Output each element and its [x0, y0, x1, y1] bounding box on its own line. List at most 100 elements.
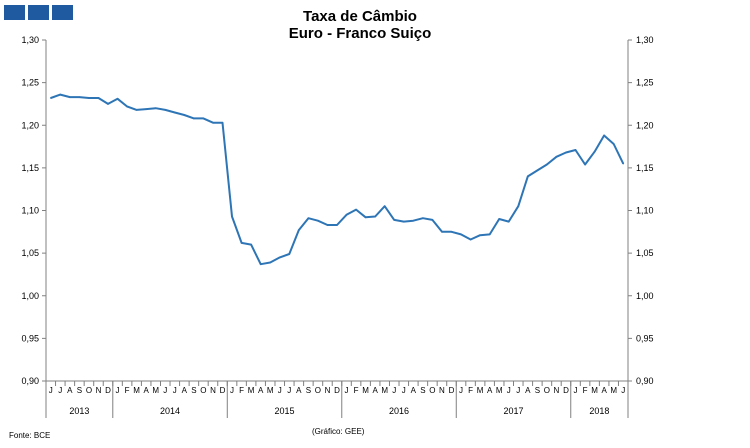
x-month-label: S: [535, 386, 540, 395]
x-month-label: O: [200, 386, 206, 395]
x-month-label: M: [267, 386, 274, 395]
data-point: [450, 231, 453, 233]
data-point: [298, 229, 300, 231]
data-point: [126, 105, 128, 108]
x-month-label: O: [86, 386, 92, 395]
x-year-label: 2016: [389, 406, 409, 416]
x-month-label: O: [315, 386, 321, 395]
data-point: [288, 253, 291, 255]
data-point: [412, 219, 415, 222]
x-month-label: J: [278, 386, 282, 395]
data-point: [174, 111, 176, 114]
data-point: [231, 215, 233, 218]
x-year-label: 2014: [160, 406, 180, 416]
data-point: [145, 108, 147, 110]
data-point: [364, 216, 367, 219]
y-tick-label-left: 0,90: [21, 376, 39, 386]
logo-square: [52, 5, 73, 20]
x-month-label: D: [105, 386, 111, 395]
y-tick-label-left: 1,30: [21, 35, 39, 45]
x-month-label: N: [325, 386, 331, 395]
x-year-label: 2017: [503, 406, 523, 416]
data-point: [250, 243, 252, 246]
data-point: [69, 96, 71, 98]
data-point: [49, 97, 52, 99]
y-tick-label-right: 0,90: [636, 376, 654, 386]
data-point: [584, 163, 586, 166]
data-point: [116, 98, 119, 100]
x-month-label: J: [58, 386, 62, 395]
data-point: [517, 205, 520, 208]
x-month-label: D: [220, 386, 226, 395]
y-tick-label-left: 1,05: [21, 248, 39, 258]
logo-square: [4, 5, 25, 20]
x-year-label: 2015: [275, 406, 295, 416]
source-note: Fonte: BCE: [9, 431, 51, 440]
x-month-label: M: [496, 386, 503, 395]
data-point: [212, 121, 214, 124]
x-year-label: 2018: [589, 406, 609, 416]
data-point: [345, 213, 348, 216]
credit-note: (Gráfico: GEE): [312, 427, 365, 436]
x-month-label: N: [96, 386, 102, 395]
data-point: [107, 103, 109, 105]
x-month-label: O: [544, 386, 550, 395]
x-month-label: S: [306, 386, 311, 395]
x-month-label: J: [459, 386, 463, 395]
data-point: [565, 151, 567, 154]
y-tick-label-right: 1,05: [636, 248, 654, 258]
x-month-label: F: [468, 386, 473, 395]
data-point: [498, 218, 500, 220]
data-point: [221, 121, 224, 124]
x-month-label: A: [296, 386, 302, 395]
data-point: [278, 256, 281, 259]
data-point: [135, 109, 138, 111]
data-point: [603, 134, 605, 137]
x-month-label: J: [116, 386, 120, 395]
x-month-label: J: [621, 386, 625, 395]
data-point: [431, 219, 434, 221]
data-point: [441, 231, 443, 233]
data-point: [269, 261, 272, 264]
x-month-label: J: [345, 386, 349, 395]
x-month-label: J: [173, 386, 177, 395]
x-month-label: M: [591, 386, 598, 395]
data-point: [393, 219, 396, 221]
x-month-label: A: [182, 386, 188, 395]
data-point: [622, 162, 625, 165]
series-line: [50, 93, 625, 266]
x-month-label: D: [563, 386, 569, 395]
data-point: [336, 224, 338, 226]
data-point: [78, 96, 81, 98]
y-tick-label-left: 1,00: [21, 291, 39, 301]
x-month-label: J: [516, 386, 520, 395]
x-month-label: M: [610, 386, 617, 395]
y-tick-label-left: 1,15: [21, 163, 39, 173]
data-point: [402, 220, 405, 223]
x-month-label: J: [507, 386, 511, 395]
data-point: [326, 224, 329, 226]
y-tick-label-right: 1,00: [636, 291, 654, 301]
x-month-label: A: [487, 386, 493, 395]
data-point: [259, 263, 262, 266]
data-point: [88, 97, 90, 99]
x-month-label: F: [583, 386, 588, 395]
data-point: [183, 114, 186, 116]
x-month-label: M: [152, 386, 159, 395]
x-month-label: N: [210, 386, 216, 395]
data-point: [527, 175, 529, 178]
y-tick-label-right: 0,95: [636, 333, 654, 343]
x-month-label: J: [392, 386, 396, 395]
chart-title-line-1: Taxa de Câmbio: [303, 8, 417, 25]
data-point: [593, 150, 596, 153]
x-month-label: M: [248, 386, 255, 395]
x-month-label: A: [525, 386, 531, 395]
y-tick-label-left: 1,20: [21, 120, 39, 130]
x-month-label: A: [144, 386, 150, 395]
x-month-label: N: [554, 386, 560, 395]
y-tick-label-left: 0,95: [21, 333, 39, 343]
y-tick-label-left: 1,25: [21, 78, 39, 88]
x-month-label: F: [354, 386, 359, 395]
data-point: [164, 109, 167, 111]
